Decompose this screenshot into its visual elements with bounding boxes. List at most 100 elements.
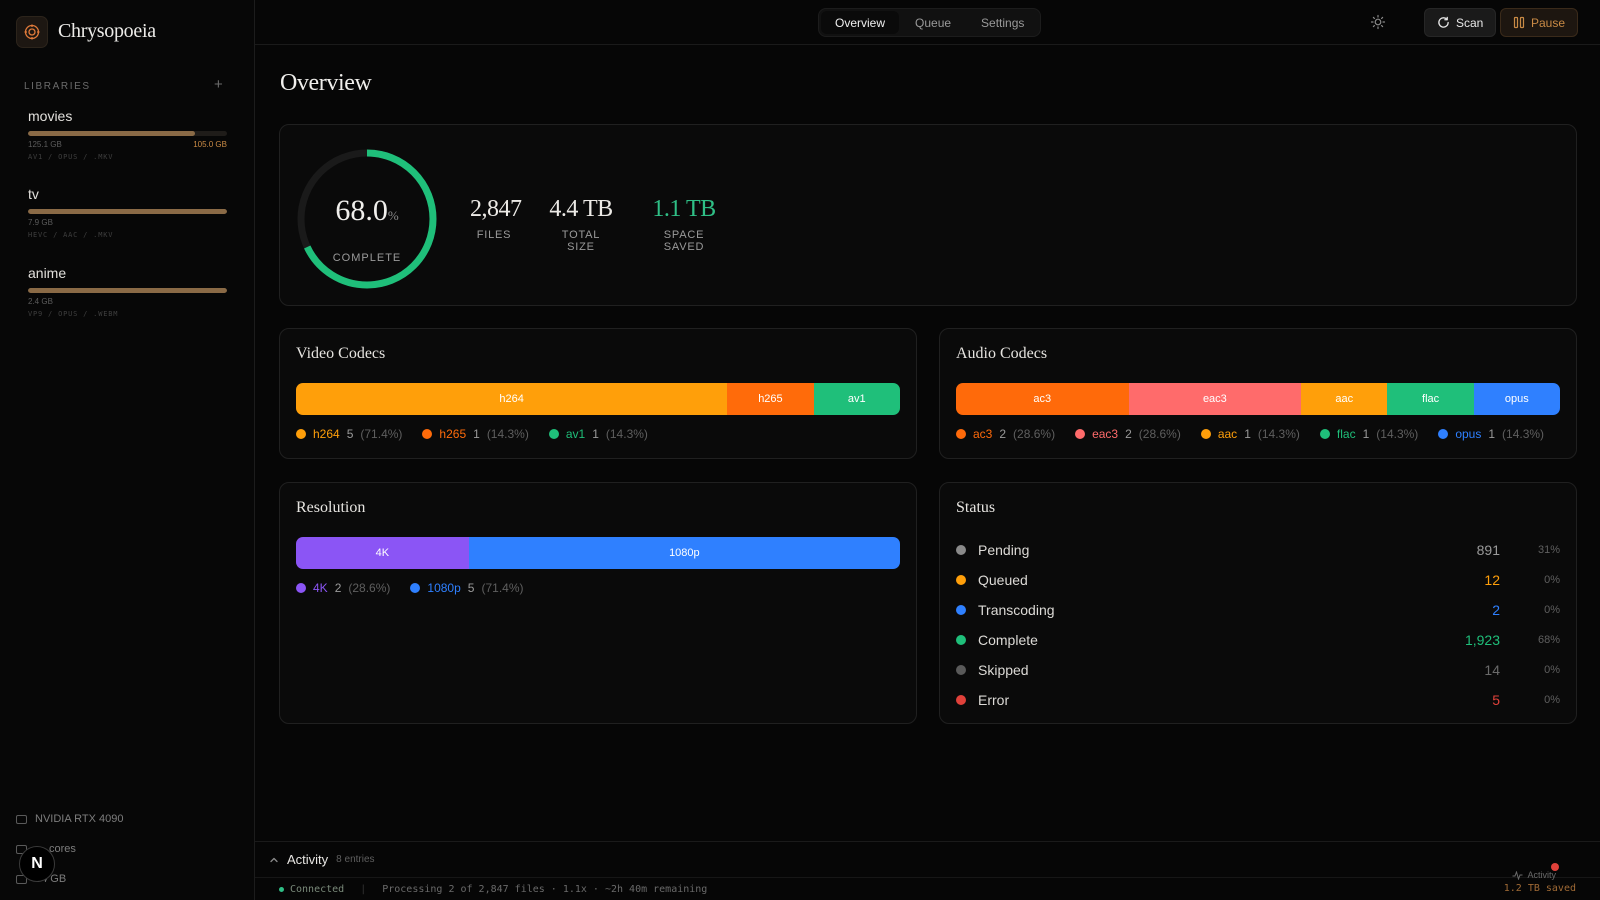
library-size: 2.4 GB [28, 297, 53, 306]
legend-percent: (28.6%) [1138, 427, 1181, 441]
audio-codecs-bar: ac3 eac3 aac flac opus [956, 383, 1560, 415]
status-count: 5 [1492, 692, 1500, 708]
legend-dot [296, 583, 306, 593]
library-meta: 7.9 GB [28, 218, 227, 227]
pause-button[interactable]: Pause [1500, 8, 1579, 37]
legend-percent: (71.4%) [481, 581, 524, 595]
library-codecs: HEVC / AAC / .MKV [28, 231, 114, 239]
scan-button[interactable]: Scan [1424, 8, 1497, 37]
library-name: tv [28, 186, 39, 202]
resolution-segment-4k: 4K [296, 537, 469, 569]
activity-mini-label: Activity [1527, 870, 1556, 880]
legend-dot [548, 429, 559, 439]
activity-mini-button[interactable]: Activity [1512, 870, 1556, 880]
activity-panel-toggle[interactable]: Activity 8 entries [255, 841, 1600, 877]
legend-dot [296, 429, 306, 439]
status-count: 2 [1492, 602, 1500, 618]
video-codec-legend-item-h264: h264 5 (71.4%) [296, 427, 402, 441]
library-meta: 125.1 GB 105.0 GB [28, 140, 227, 149]
audio-codec-legend-item-eac3: eac3 2 (28.6%) [1075, 427, 1181, 441]
stat-total-size-label: TOTAL SIZE [561, 229, 601, 253]
status-percent: 0% [1544, 694, 1560, 706]
legend-dot [1075, 429, 1086, 439]
resolution-segment-1080p: 1080p [468, 537, 900, 569]
video-codec-legend-item-h265: h265 1 (14.3%) [422, 427, 529, 441]
status-count: 1,923 [1464, 632, 1500, 648]
plus-icon[interactable]: + [214, 76, 223, 93]
library-progress-fill [28, 288, 227, 293]
scan-label: Scan [1456, 15, 1484, 30]
legend-percent: (14.3%) [605, 427, 648, 441]
library-name: movies [28, 108, 73, 124]
legend-percent: (28.6%) [348, 581, 391, 595]
legend-dot [956, 429, 966, 439]
resolution-legend: 4K 2 (28.6%) 1080p 5 (71.4%) [296, 581, 524, 595]
processing-status: Processing 2 of 2,847 files · 1.1x · ~2h… [382, 883, 708, 895]
legend-name: flac [1336, 427, 1356, 441]
tab-settings[interactable]: Settings [981, 15, 1025, 30]
sun-icon[interactable] [1370, 14, 1386, 30]
app-logo[interactable] [16, 16, 48, 48]
notification-dot [1551, 863, 1559, 871]
legend-count: 1 [473, 427, 480, 441]
stat-space-saved-value: 1.1 TB [652, 196, 716, 222]
summary-card: 68.0% COMPLETE 2,847 FILES 4.4 TB TOTAL … [279, 124, 1577, 306]
progress-label: COMPLETE [332, 252, 402, 264]
stat-total-size: 4.4 TB TOTAL SIZE [549, 196, 613, 253]
library-progress-fill [28, 209, 227, 214]
status-bar: Connected | Processing 2 of 2,847 files … [255, 877, 1600, 900]
activity-label: Activity [287, 852, 329, 867]
library-progress [28, 209, 227, 214]
status-dot [956, 635, 966, 645]
stat-files: 2,847 FILES [470, 196, 522, 241]
status-card: Status Pending 891 31% Queued 12 0% Transcodin… [939, 482, 1577, 724]
status-row-pending: Pending 891 31% [956, 535, 1560, 565]
library-name: anime [28, 265, 67, 281]
stat-space-saved-label: SPACE SAVED [663, 229, 705, 253]
status-name: Queued [978, 572, 1028, 588]
tab-queue[interactable]: Queue [915, 15, 952, 30]
audio-codec-legend-item-ac3: ac3 2 (28.6%) [956, 427, 1055, 441]
tab-overview[interactable]: Overview [821, 11, 900, 34]
tab-bar: Overview Queue Settings [818, 8, 1042, 37]
audio-codecs-card: Audio Codecs ac3 eac3 aac flac opus ac3 2 (28.… [939, 328, 1577, 459]
status-separator: | [360, 883, 367, 895]
status-percent: 31% [1537, 544, 1560, 556]
status-list: Pending 891 31% Queued 12 0% Transcoding 2 0% Com… [956, 535, 1560, 715]
logo-icon [24, 24, 40, 40]
refresh-icon [1438, 16, 1449, 28]
legend-name: aac [1217, 427, 1238, 441]
library-item[interactable]: movies 125.1 GB 105.0 GB AV1 / OPUS / .MKV [28, 108, 227, 161]
status-row-complete: Complete 1,923 68% [956, 625, 1560, 655]
library-codecs: AV1 / OPUS / .MKV [28, 153, 114, 161]
legend-count: 2 [334, 581, 342, 595]
legend-dot [410, 583, 421, 593]
status-name: Error [978, 692, 1010, 708]
stat-total-size-value: 4.4 TB [549, 196, 613, 222]
audio-codec-legend-item-flac: flac 1 (14.3%) [1319, 427, 1418, 441]
audio-codec-legend-item-aac: aac 1 (14.3%) [1200, 427, 1300, 441]
audio-codec-legend-item-opus: opus 1 (14.3%) [1438, 427, 1544, 441]
resolution-bar: 4K 1080p [296, 537, 900, 569]
library-item[interactable]: anime 2.4 GB VP9 / OPUS / .WEBM [28, 265, 227, 318]
stat-files-value: 2,847 [470, 196, 522, 222]
legend-name: opus [1455, 427, 1482, 441]
sidebar: Chrysopoeia LIBRARIES + movies 125.1 GB 10… [0, 0, 255, 900]
video-codecs-title: Video Codecs [296, 345, 386, 362]
status-row-queued: Queued 12 0% [956, 565, 1560, 595]
status-dot [956, 575, 966, 585]
topbar: Overview Queue Settings Scan Pause [255, 0, 1600, 45]
library-meta: 2.4 GB [28, 297, 227, 306]
audio-codecs-title: Audio Codecs [956, 345, 1048, 362]
legend-count: 1 [1488, 427, 1496, 441]
legend-name: h265 [439, 427, 467, 441]
audio-codec-segment-opus: opus [1473, 383, 1560, 415]
library-item[interactable]: tv 7.9 GB HEVC / AAC / .MKV [28, 186, 227, 239]
legend-percent: (14.3%) [1257, 427, 1300, 441]
legend-name: 1080p [427, 581, 461, 595]
legend-dot [1438, 429, 1449, 439]
n-badge[interactable]: N [19, 846, 55, 882]
resolution-title: Resolution [296, 499, 366, 516]
audio-codecs-legend: ac3 2 (28.6%) eac3 2 (28.6%) aac 1 (14.3%) flac 1 (… [956, 427, 1544, 441]
status-count: 14 [1484, 662, 1500, 678]
